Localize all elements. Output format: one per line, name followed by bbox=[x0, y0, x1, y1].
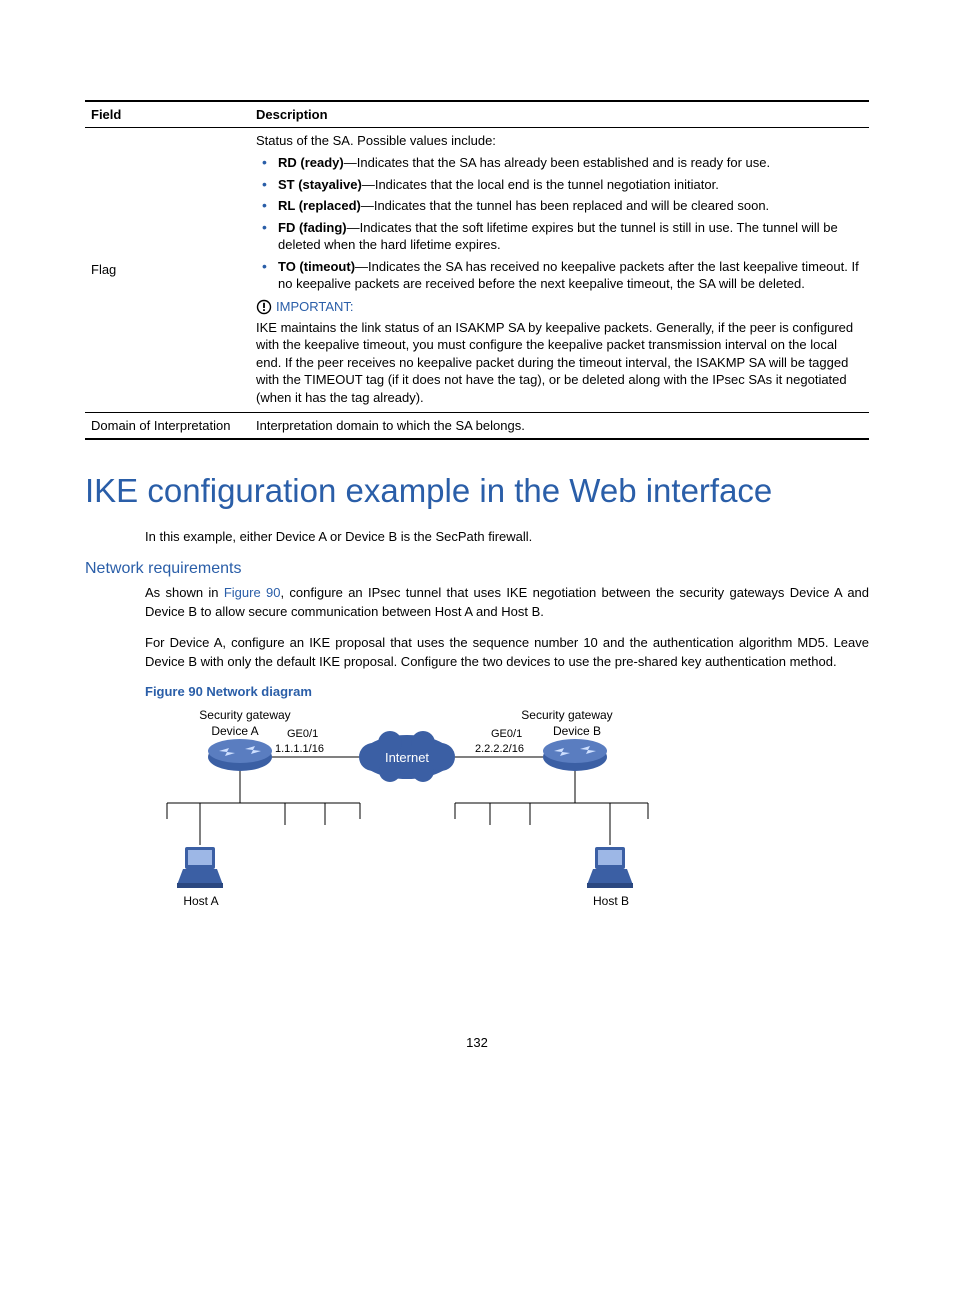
router-b-icon bbox=[543, 739, 607, 771]
diag-if-a: GE0/1 bbox=[287, 728, 318, 740]
important-note: IKE maintains the link status of an ISAK… bbox=[256, 319, 863, 407]
sa-status-table: Field Description Flag Status of the SA.… bbox=[85, 100, 869, 440]
status-key: RL (replaced) bbox=[278, 198, 361, 213]
cell-flag-desc: Status of the SA. Possible values includ… bbox=[250, 128, 869, 413]
cell-doi-desc: Interpretation domain to which the SA be… bbox=[250, 412, 869, 439]
list-item: ST (stayalive)—Indicates that the local … bbox=[256, 176, 863, 194]
important-callout: IMPORTANT: bbox=[256, 299, 863, 315]
status-text: —Indicates that the tunnel has been repl… bbox=[361, 198, 769, 213]
figure-link[interactable]: Figure 90 bbox=[224, 585, 281, 600]
diag-ip-a: 1.1.1.1/16 bbox=[275, 743, 324, 755]
diag-host-a-label: Host A bbox=[183, 894, 218, 908]
requirements-p2: For Device A, configure an IKE proposal … bbox=[85, 634, 869, 672]
host-b-icon bbox=[587, 847, 633, 888]
important-icon bbox=[256, 299, 272, 315]
intro-paragraph: In this example, either Device A or Devi… bbox=[85, 528, 869, 547]
diag-host-b-label: Host B bbox=[593, 894, 629, 908]
table-row-flag: Flag Status of the SA. Possible values i… bbox=[85, 128, 869, 413]
page-number: 132 bbox=[85, 1035, 869, 1050]
diag-device-b: Device B bbox=[553, 724, 601, 738]
router-a-icon bbox=[208, 739, 272, 771]
list-item: RL (replaced)—Indicates that the tunnel … bbox=[256, 197, 863, 215]
diag-ip-b: 2.2.2.2/16 bbox=[475, 743, 524, 755]
status-text: —Indicates the SA has received no keepal… bbox=[278, 259, 859, 292]
internet-cloud-icon: Internet bbox=[359, 731, 455, 782]
cell-doi-field: Domain of Interpretation bbox=[85, 412, 250, 439]
list-item: RD (ready)—Indicates that the SA has alr… bbox=[256, 154, 863, 172]
network-diagram: Security gateway Device A GE0/1 1.1.1.1/… bbox=[85, 705, 869, 945]
host-a-icon bbox=[177, 847, 223, 888]
diag-device-a: Device A bbox=[211, 724, 258, 738]
th-description: Description bbox=[250, 101, 869, 128]
p1-pre: As shown in bbox=[145, 585, 224, 600]
table-row-doi: Domain of Interpretation Interpretation … bbox=[85, 412, 869, 439]
diag-internet-label: Internet bbox=[385, 750, 429, 765]
flag-intro: Status of the SA. Possible values includ… bbox=[256, 133, 863, 148]
diag-sg-b-label: Security gateway bbox=[521, 708, 612, 722]
status-key: FD (fading) bbox=[278, 220, 347, 235]
status-text: —Indicates that the local end is the tun… bbox=[362, 177, 719, 192]
status-text: —Indicates that the SA has already been … bbox=[344, 155, 770, 170]
figure-caption: Figure 90 Network diagram bbox=[145, 684, 869, 699]
subsection-heading: Network requirements bbox=[85, 560, 869, 578]
status-key: ST (stayalive) bbox=[278, 177, 362, 192]
list-item: FD (fading)—Indicates that the soft life… bbox=[256, 219, 863, 254]
section-heading: IKE configuration example in the Web int… bbox=[85, 472, 869, 510]
list-item: TO (timeout)—Indicates the SA has receiv… bbox=[256, 258, 863, 293]
diag-if-b: GE0/1 bbox=[491, 728, 522, 740]
cell-flag-field: Flag bbox=[85, 128, 250, 413]
status-text: —Indicates that the soft lifetime expire… bbox=[278, 220, 838, 253]
lan-a-bus bbox=[167, 771, 360, 845]
table-header-row: Field Description bbox=[85, 101, 869, 128]
requirements-p1: As shown in Figure 90, configure an IPse… bbox=[85, 584, 869, 622]
lan-b-bus bbox=[455, 771, 648, 845]
status-key: RD (ready) bbox=[278, 155, 344, 170]
status-key: TO (timeout) bbox=[278, 259, 355, 274]
th-field: Field bbox=[85, 101, 250, 128]
important-label: IMPORTANT: bbox=[276, 299, 354, 314]
diag-sg-a-label: Security gateway bbox=[199, 708, 290, 722]
flag-status-list: RD (ready)—Indicates that the SA has alr… bbox=[256, 154, 863, 293]
